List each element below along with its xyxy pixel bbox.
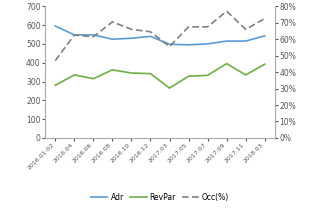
Occ(%): [148, 31, 152, 33]
RevPar: [72, 74, 76, 76]
RevPar: [130, 72, 133, 74]
Line: RevPar: RevPar: [55, 64, 265, 88]
RevPar: [168, 87, 172, 89]
Adr: [263, 34, 267, 37]
RevPar: [148, 72, 152, 75]
Adr: [130, 37, 133, 40]
Occ(%): [225, 10, 228, 13]
Occ(%): [168, 45, 172, 48]
RevPar: [244, 74, 248, 76]
Occ(%): [110, 21, 114, 23]
Adr: [168, 43, 172, 46]
Adr: [53, 25, 57, 27]
Legend: Adr, RevPar, Occ(%): Adr, RevPar, Occ(%): [88, 190, 232, 205]
RevPar: [225, 62, 228, 65]
Line: Adr: Adr: [55, 26, 265, 45]
Adr: [187, 44, 190, 46]
Adr: [110, 38, 114, 41]
Adr: [92, 34, 95, 36]
Adr: [72, 34, 76, 36]
RevPar: [110, 69, 114, 71]
Occ(%): [53, 59, 57, 62]
Adr: [206, 43, 210, 45]
Occ(%): [244, 28, 248, 31]
RevPar: [92, 78, 95, 80]
RevPar: [53, 84, 57, 87]
Occ(%): [187, 25, 190, 28]
Adr: [148, 35, 152, 38]
Occ(%): [72, 34, 76, 36]
RevPar: [187, 75, 190, 78]
Occ(%): [206, 25, 210, 28]
Occ(%): [92, 36, 95, 38]
Adr: [244, 40, 248, 42]
Adr: [225, 40, 228, 42]
Occ(%): [263, 17, 267, 20]
RevPar: [206, 74, 210, 76]
Occ(%): [130, 28, 133, 31]
Line: Occ(%): Occ(%): [55, 11, 265, 61]
RevPar: [263, 63, 267, 65]
